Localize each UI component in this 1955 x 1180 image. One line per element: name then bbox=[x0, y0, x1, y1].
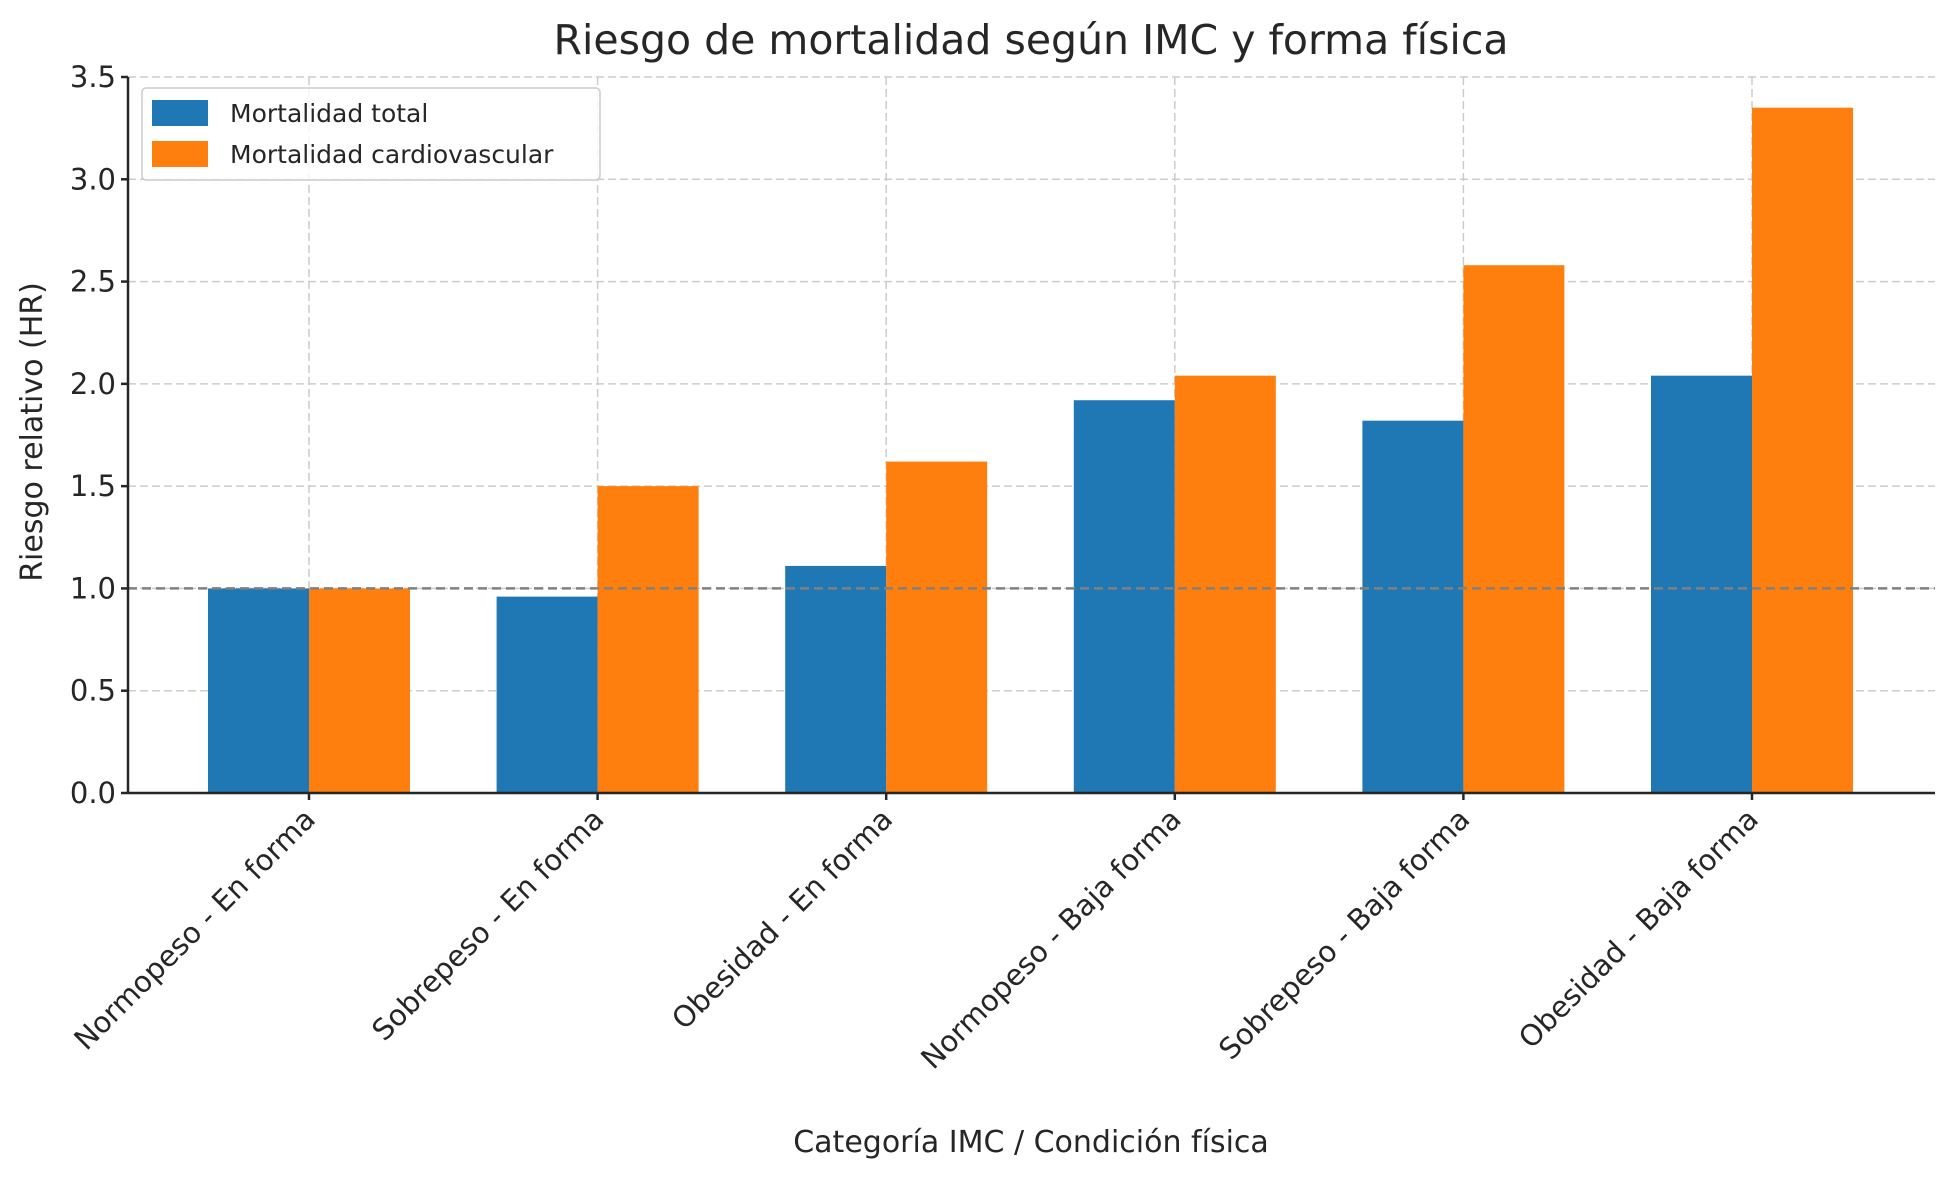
y-tick-label: 2.5 bbox=[70, 265, 116, 299]
x-tick-label: Sobrepeso - En forma bbox=[365, 802, 610, 1047]
bar-mortalidad-total bbox=[1073, 400, 1175, 793]
legend-box bbox=[141, 87, 601, 181]
bar-mortalidad-total bbox=[208, 588, 309, 793]
x-tick-label: Obesidad - En forma bbox=[665, 802, 899, 1036]
legend: Mortalidad total Mortalidad cardiovascul… bbox=[141, 87, 601, 181]
legend-swatch-cardiovascular bbox=[152, 141, 208, 167]
legend-label-cardiovascular: Mortalidad cardiovascular bbox=[230, 140, 554, 169]
bar-mortalidad-cardiovascular bbox=[597, 486, 699, 793]
y-axis-label: Riesgo relativo (HR) bbox=[15, 282, 50, 582]
y-tick-label: 3.0 bbox=[70, 162, 116, 196]
bars bbox=[208, 107, 1853, 794]
legend-swatch-total bbox=[152, 100, 208, 126]
x-axis-label: Categoría IMC / Condición física bbox=[793, 1125, 1269, 1160]
chart-title: Riesgo de mortalidad según IMC y forma f… bbox=[554, 16, 1509, 64]
x-ticks: Normopeso - En forma Sobrepeso - En forma… bbox=[67, 793, 1765, 1076]
x-tick-label: Obesidad - Baja forma bbox=[1512, 802, 1765, 1055]
bar-mortalidad-total bbox=[496, 596, 598, 793]
y-tick-label: 1.5 bbox=[70, 469, 116, 503]
x-tick-label: Normopeso - Baja forma bbox=[914, 802, 1188, 1076]
bar-mortalidad-cardiovascular bbox=[309, 588, 410, 793]
legend-label-total: Mortalidad total bbox=[230, 99, 428, 128]
bar-mortalidad-total bbox=[785, 565, 887, 793]
bar-mortalidad-cardiovascular bbox=[1174, 375, 1276, 793]
y-tick-label: 2.0 bbox=[70, 367, 116, 401]
y-tick-label: 0.5 bbox=[70, 674, 116, 708]
bar-mortalidad-total bbox=[1651, 375, 1752, 793]
axes bbox=[126, 77, 1935, 795]
y-tick-label: 0.0 bbox=[70, 776, 116, 810]
bar-mortalidad-cardiovascular bbox=[1463, 265, 1565, 794]
bar-mortalidad-cardiovascular bbox=[886, 461, 988, 793]
x-tick-label: Sobrepeso - Baja forma bbox=[1212, 802, 1476, 1066]
x-tick-label: Normopeso - En forma bbox=[67, 802, 322, 1057]
y-ticks: 0.0 0.5 1.0 1.5 2.0 2.5 3.0 3.5 bbox=[70, 60, 128, 810]
y-tick-label: 1.0 bbox=[70, 571, 116, 605]
y-tick-label: 3.5 bbox=[70, 60, 116, 94]
bar-mortalidad-total bbox=[1362, 420, 1464, 793]
bar-mortalidad-cardiovascular bbox=[1752, 107, 1853, 793]
